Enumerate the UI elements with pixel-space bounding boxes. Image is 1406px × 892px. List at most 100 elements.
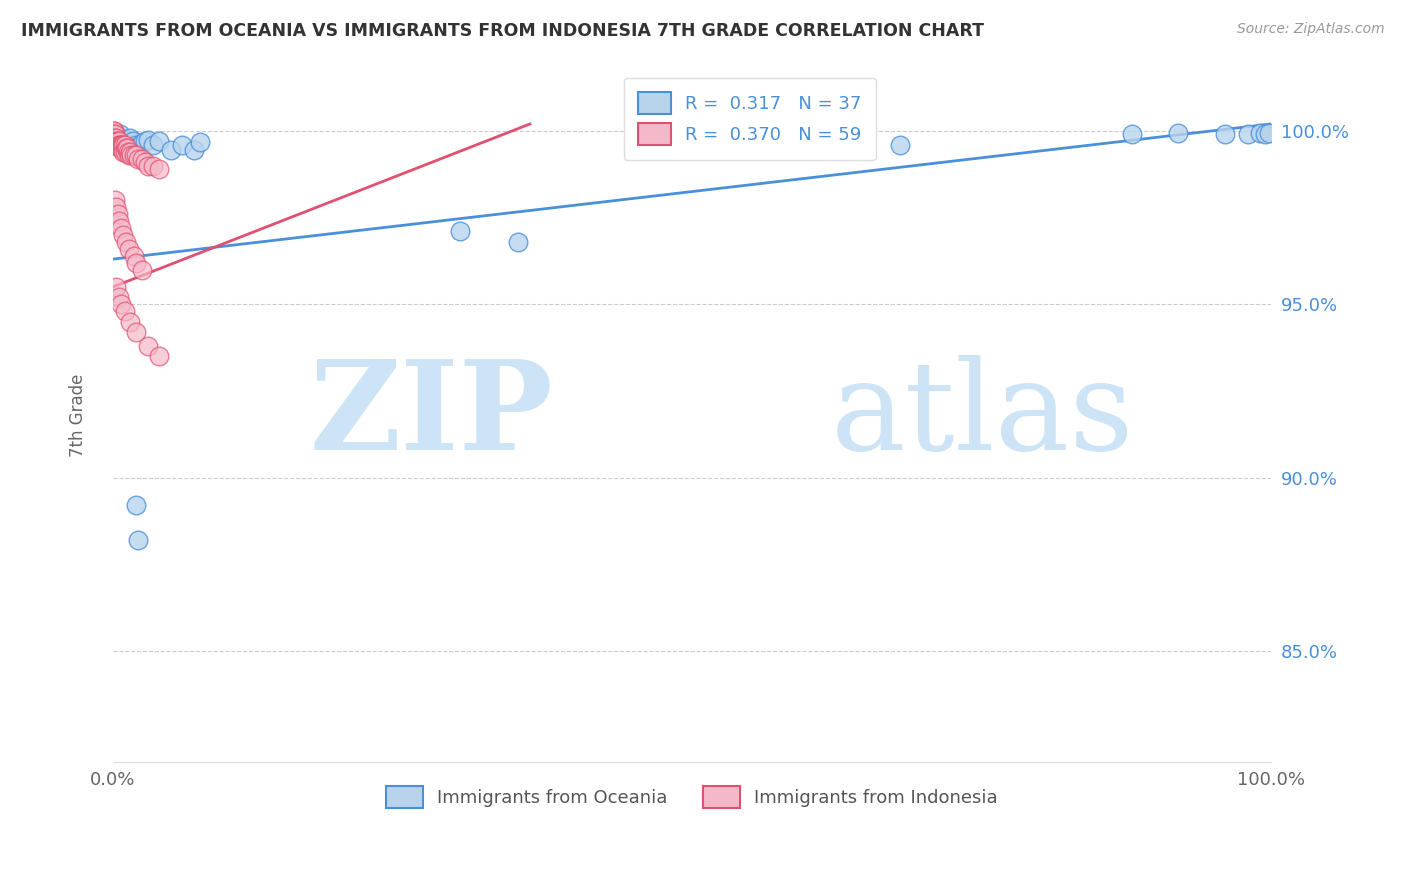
Point	[118, 148, 141, 162]
Point	[1167, 126, 1189, 140]
Point	[107, 207, 129, 221]
Point	[125, 498, 148, 512]
Point	[108, 128, 131, 142]
Point	[114, 235, 136, 249]
Point	[104, 128, 127, 142]
Point	[120, 148, 142, 162]
Point	[115, 141, 138, 155]
Point	[127, 533, 149, 547]
Point	[114, 304, 136, 318]
Point	[125, 325, 148, 339]
Point	[122, 148, 145, 162]
Point	[105, 131, 128, 145]
Point	[1249, 126, 1271, 140]
Point	[110, 221, 132, 235]
Point	[104, 137, 127, 152]
Point	[103, 134, 125, 148]
Point	[131, 262, 153, 277]
Point	[114, 145, 136, 159]
Point	[117, 145, 139, 159]
Point	[148, 162, 170, 177]
Point	[136, 132, 159, 146]
Legend: Immigrants from Oceania, Immigrants from Indonesia: Immigrants from Oceania, Immigrants from…	[380, 779, 1005, 815]
Text: 7th Grade: 7th Grade	[69, 374, 87, 457]
Point	[142, 137, 165, 152]
Text: Source: ZipAtlas.com: Source: ZipAtlas.com	[1237, 22, 1385, 37]
Point	[889, 137, 911, 152]
Point	[120, 145, 142, 159]
Point	[127, 152, 149, 166]
Point	[107, 137, 129, 152]
Point	[107, 290, 129, 304]
Point	[107, 137, 129, 152]
Text: ZIP: ZIP	[309, 355, 553, 475]
Point	[110, 141, 132, 155]
Point	[105, 131, 128, 145]
Point	[112, 137, 135, 152]
Point	[110, 132, 132, 146]
Point	[103, 124, 125, 138]
Point	[104, 137, 127, 152]
Point	[121, 134, 143, 148]
Point	[108, 141, 131, 155]
Point	[107, 134, 129, 148]
Point	[104, 134, 127, 148]
Point	[136, 339, 159, 353]
Point	[107, 134, 129, 148]
Point	[110, 137, 132, 152]
Point	[122, 249, 145, 263]
Point	[114, 134, 136, 148]
Point	[112, 227, 135, 242]
Point	[105, 200, 128, 214]
Text: atlas: atlas	[831, 355, 1135, 475]
Point	[125, 137, 148, 152]
Point	[104, 193, 127, 207]
Point	[103, 131, 125, 145]
Point	[103, 128, 125, 142]
Point	[114, 137, 136, 152]
Point	[120, 131, 142, 145]
Point	[1257, 126, 1279, 140]
Point	[105, 280, 128, 294]
Point	[127, 139, 149, 153]
Point	[855, 141, 877, 155]
Point	[111, 137, 134, 152]
Point	[125, 255, 148, 269]
Point	[131, 136, 153, 150]
Point	[148, 349, 170, 363]
Point	[104, 131, 127, 145]
Point	[114, 141, 136, 155]
Point	[134, 134, 156, 148]
Point	[134, 155, 156, 169]
Point	[172, 137, 194, 152]
Point	[118, 242, 141, 256]
Point	[117, 137, 139, 152]
Point	[1121, 128, 1143, 142]
Point	[107, 214, 129, 228]
Point	[107, 134, 129, 148]
Point	[1213, 128, 1236, 142]
Point	[120, 314, 142, 328]
Point	[103, 134, 125, 148]
Point	[136, 159, 159, 173]
Point	[1237, 128, 1260, 142]
Point	[107, 129, 129, 144]
Point	[183, 143, 205, 157]
Point	[105, 137, 128, 152]
Point	[188, 135, 211, 149]
Text: IMMIGRANTS FROM OCEANIA VS IMMIGRANTS FROM INDONESIA 7TH GRADE CORRELATION CHART: IMMIGRANTS FROM OCEANIA VS IMMIGRANTS FR…	[21, 22, 984, 40]
Point	[114, 141, 136, 155]
Point	[112, 145, 135, 159]
Point	[131, 152, 153, 166]
Point	[125, 148, 148, 162]
Point	[1254, 128, 1277, 142]
Point	[449, 224, 471, 238]
Point	[111, 141, 134, 155]
Point	[115, 132, 138, 146]
Point	[142, 159, 165, 173]
Point	[108, 137, 131, 152]
Point	[103, 124, 125, 138]
Point	[112, 137, 135, 152]
Point	[148, 134, 170, 148]
Point	[111, 136, 134, 150]
